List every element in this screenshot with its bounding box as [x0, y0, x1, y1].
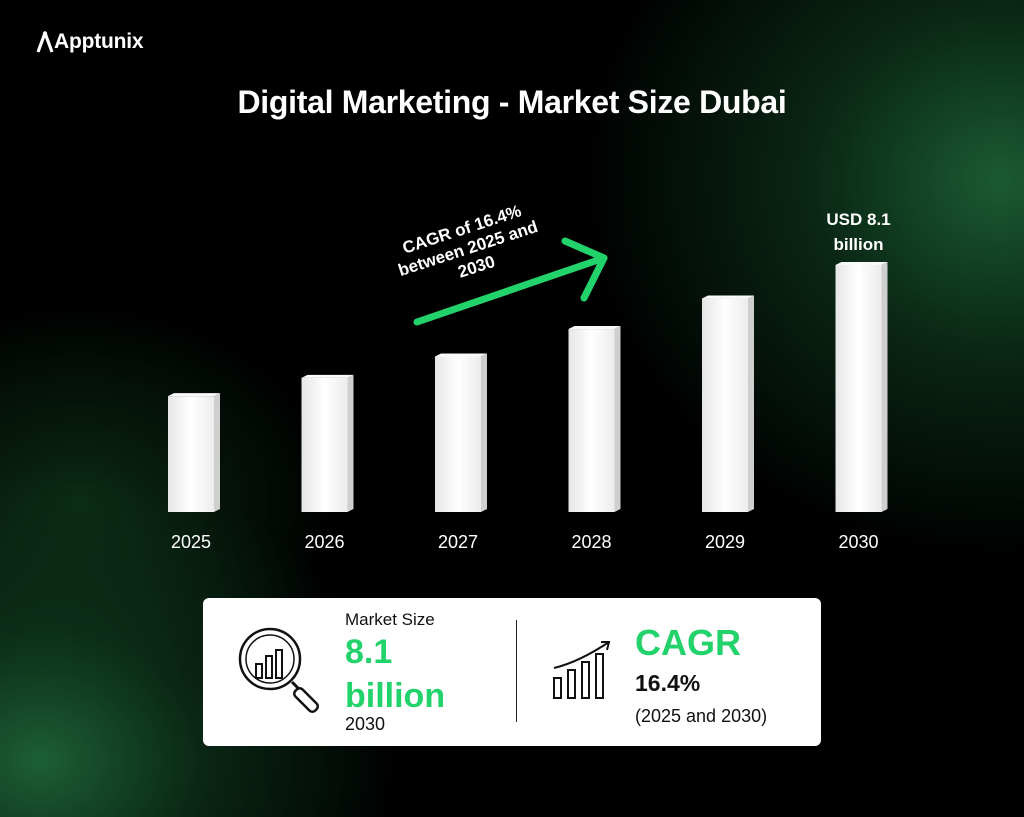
bar-2029	[702, 295, 754, 512]
x-tick-label: 2028	[571, 532, 611, 552]
bar-2026	[301, 374, 354, 512]
cagr-arrow	[413, 254, 608, 326]
page-title: Digital Marketing - Market Size Dubai	[237, 84, 787, 120]
bar-2030	[835, 262, 888, 512]
market-size-value: 8.1 billion	[345, 630, 485, 718]
data-label-2030-line-2: billion	[833, 235, 883, 254]
bar-2027	[435, 353, 487, 512]
apptunix-logo-icon	[36, 31, 54, 53]
magnifier-chart-icon	[238, 627, 320, 714]
cagr-range: (2025 and 2030)	[635, 706, 768, 726]
card-divider	[516, 620, 517, 722]
market-size-label: Market Size	[345, 610, 435, 629]
cagr-title: CAGR	[635, 622, 741, 663]
x-tick-label: 2026	[304, 532, 344, 552]
growth-bars-icon	[553, 641, 611, 699]
market-size-unit: billion	[345, 677, 446, 715]
market-size-number: 8.1	[345, 633, 393, 671]
market-size-year: 2030	[345, 714, 386, 734]
cagr-arrow-head	[561, 237, 608, 302]
x-tick-label: 2029	[705, 532, 745, 552]
cagr-value: 16.4%	[635, 670, 701, 696]
bar-2025	[168, 393, 220, 512]
bar-2028	[568, 326, 621, 512]
brand-name: Apptunix	[54, 30, 144, 53]
x-tick-label: 2027	[438, 532, 478, 552]
data-label-2030-line-1: USD 8.1	[826, 210, 890, 229]
x-tick-label: 2025	[171, 532, 211, 552]
summary-card: Market Size 8.1 billion 2030 CAGR 16.4% …	[203, 598, 821, 746]
x-tick-label: 2030	[838, 532, 878, 552]
brand-logo[interactable]: Apptunix	[36, 30, 144, 54]
